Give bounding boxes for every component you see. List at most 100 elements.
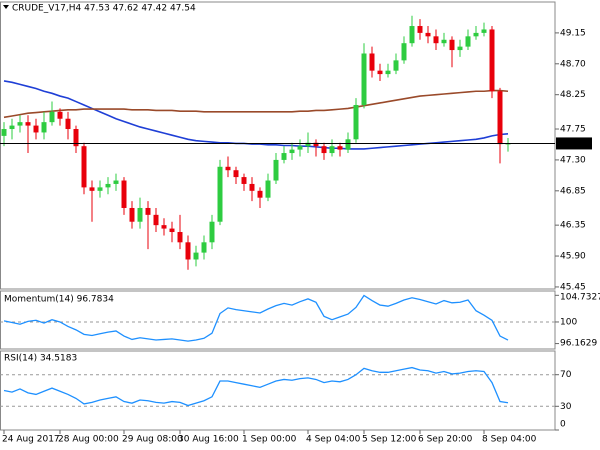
candle-body [73,129,79,147]
candle-body [377,70,383,75]
indicator-line [3,294,509,342]
x-tick-label: 6 Sep 20:00 [418,435,473,445]
candle-body [33,125,39,133]
y-tick-label: 45.90 [560,252,586,262]
panel-frame [0,1,556,290]
x-tick-label: 4 Sep 04:00 [306,435,361,445]
candle-body [17,122,23,126]
candle-body [353,104,359,140]
y-bound-label: 104.7327 [560,293,600,303]
candle-body [217,166,223,222]
candle-body [417,26,423,33]
candle-body [1,129,7,136]
candle-body [457,46,463,51]
panel-title: RSI(14) 34.5183 [4,354,77,364]
candle-body [489,29,495,92]
y-tick-label: 47.30 [560,155,586,165]
candle-body [305,142,311,147]
panel-title: Momentum(14) 96.7834 [4,295,114,305]
panel-title: CRUDE_V17,H4 47.53 47.62 47.42 47.54 [12,4,196,14]
last-price-label: 47.54 [559,139,585,149]
y-tick-label: 48.70 [560,59,586,69]
x-tick-label: 29 Aug 08:00 [122,435,183,445]
candle-body [41,122,47,133]
candle-body [249,183,255,191]
candle-body [129,207,135,222]
candle-body [89,187,95,191]
candle-body [105,183,111,188]
candle-body [209,221,215,243]
y-tick-label: 49.15 [560,28,586,38]
candle-body [401,43,407,61]
candle-body [57,111,63,119]
candle-body [137,207,143,222]
candle-body [321,146,327,154]
x-tick-label: 8 Sep 04:00 [482,435,537,445]
y-tick-label: 70 [560,370,572,380]
y-tick-label: 48.25 [560,90,586,100]
candle-body [289,149,295,154]
candle-body [393,60,399,71]
last-price-box [556,137,592,150]
candle-body [409,26,415,44]
candle-body [361,53,367,105]
indicator-line [3,366,509,407]
x-tick-label: 30 Aug 16:00 [178,435,239,445]
candle-body [425,32,431,37]
panel-frame [0,350,556,431]
candle-body [329,146,335,154]
candle-body [145,207,151,215]
x-tick-label: 1 Sep 00:00 [242,435,297,445]
candle-body [449,39,455,51]
menu-triangle [3,5,9,9]
candle-body [113,180,119,184]
candle-body [81,146,87,188]
candle-body [161,225,167,229]
candle-body [121,180,127,208]
candle-body [465,36,471,47]
candle-body [241,177,247,184]
x-tick-label: 28 Aug 00:00 [58,435,119,445]
candle-body [65,118,71,130]
candle-body [369,53,375,71]
y-tick-label: 47.75 [560,125,586,135]
candle-body [441,39,447,44]
y-tick-label: 45.45 [560,282,586,292]
y-bound-label: 0 [560,420,566,430]
panel-frame [0,290,556,350]
candle-body [201,242,207,253]
candle-body [385,70,391,75]
candle-body [177,232,183,243]
candle-body [473,32,479,37]
candle-body [497,91,503,145]
y-tick-label: 46.85 [560,186,586,196]
candle-body [49,111,55,123]
candle-body [345,139,351,150]
candle-body [481,29,487,33]
candle-body [169,228,175,233]
y-tick-label: 30 [560,402,572,412]
candle-body [433,36,439,44]
candle-body [233,170,239,178]
candle-body [25,122,31,126]
y-bound-label: 96.1629 [560,339,597,349]
candle-body [153,214,159,226]
candle-body [225,166,231,171]
candle-body [265,180,271,198]
candle-body [185,242,191,260]
x-tick-label: 5 Sep 12:00 [362,435,417,445]
x-tick-label: 24 Aug 2017 [2,435,60,445]
candle-body [193,252,199,260]
candle-body [281,153,287,160]
candle-body [273,159,279,181]
y-tick-label: 100 [560,317,577,327]
candle-body [297,146,303,150]
candle-body [257,190,263,198]
candle-body [9,125,15,130]
candle-body [97,187,103,191]
y-tick-label: 46.35 [560,221,586,231]
candle-body [337,146,343,150]
moving-average [3,89,509,119]
